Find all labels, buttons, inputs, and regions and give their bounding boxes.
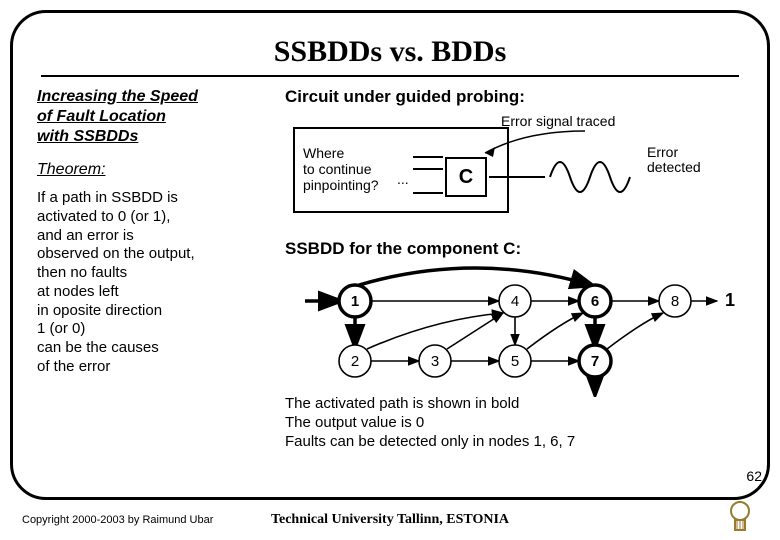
theorem-body: If a path in SSBDD isactivated to 0 (or … [37, 189, 267, 377]
ssbdd-title: SSBDD for the component C: [285, 239, 743, 259]
circuit-title: Circuit under guided probing: [285, 87, 743, 107]
svg-text:6: 6 [591, 293, 599, 310]
right-column: Circuit under guided probing: Error sign… [285, 87, 743, 451]
university-logo-icon [722, 498, 758, 534]
note-2: The output value is 0 [285, 414, 743, 433]
svg-text:1: 1 [725, 290, 735, 310]
where-l2: to continue [303, 161, 372, 177]
page-number: 62 [746, 468, 762, 484]
bottom-notes: The activated path is shown in bold The … [285, 395, 743, 451]
title-underline [41, 75, 739, 77]
where-l1: Where [303, 145, 344, 161]
svg-text:4: 4 [511, 293, 519, 310]
note-1: The activated path is shown in bold [285, 395, 743, 414]
left-column: Increasing the Speed of Fault Location w… [37, 87, 267, 451]
heading-line-2: of Fault Location [37, 108, 166, 125]
svg-text:5: 5 [511, 353, 519, 370]
ssbdd-graph: 123456781 [285, 263, 725, 393]
svg-text:7: 7 [591, 353, 599, 370]
theorem-label: Theorem: [37, 161, 267, 179]
slide-frame: SSBDDs vs. BDDs Increasing the Speed of … [10, 10, 770, 500]
heading-line-3: with SSBDDs [37, 128, 138, 145]
where-l3: pinpointing? [303, 177, 379, 193]
left-heading: Increasing the Speed of Fault Location w… [37, 87, 267, 147]
note-3: Faults can be detected only in nodes 1, … [285, 433, 743, 452]
svg-text:1: 1 [351, 293, 359, 310]
component-c: C [445, 157, 487, 197]
circuit-diagram: Error signal traced Where to continue pi… [285, 113, 743, 233]
slide-title: SSBDDs vs. BDDs [37, 35, 743, 69]
svg-text:3: 3 [431, 353, 439, 370]
where-text: Where to continue pinpointing? [303, 145, 379, 193]
heading-line-1: Increasing the Speed [37, 88, 198, 105]
err-det-l1: Error [647, 144, 678, 160]
svg-text:8: 8 [671, 293, 679, 310]
two-column-layout: Increasing the Speed of Fault Location w… [37, 87, 743, 451]
error-detected-label: Error detected [647, 145, 701, 176]
ssbdd-graph-svg: 1 2 3 4 5 6 7 8 1 [285, 263, 745, 397]
university-footer: Technical University Tallinn, ESTONIA [0, 512, 780, 528]
svg-text:2: 2 [351, 353, 359, 370]
err-det-l2: detected [647, 159, 701, 175]
